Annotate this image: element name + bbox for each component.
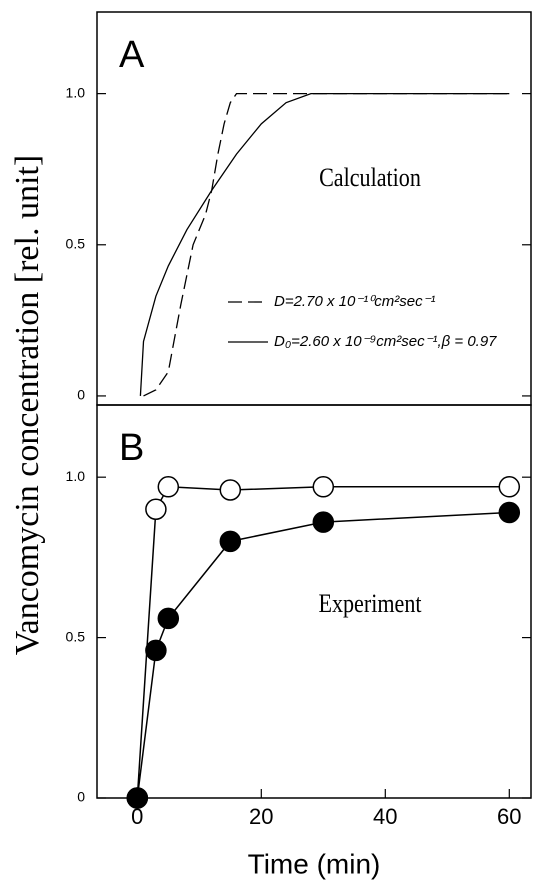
- data-point: [157, 607, 180, 630]
- legend-label: D₀=2.60 x 10⁻⁹cm²sec⁻¹,β = 0.97: [274, 333, 497, 350]
- y-tick-label: 0: [77, 387, 85, 403]
- data-point: [219, 479, 242, 501]
- data-point: [157, 476, 180, 498]
- series-line: [136, 511, 510, 799]
- x-axis-label: Time (min): [248, 848, 381, 879]
- x-tick-label: 0: [131, 804, 143, 829]
- panel-label: B: [119, 427, 144, 469]
- data-point: [498, 476, 521, 498]
- plot-frame: [96, 404, 532, 799]
- series-line: [136, 486, 510, 799]
- data-point: [145, 639, 167, 662]
- x-tick-label: 20: [249, 804, 273, 829]
- data-point: [312, 511, 335, 533]
- data-point: [219, 530, 242, 553]
- data-point: [145, 498, 167, 521]
- panel-label: A: [119, 34, 145, 76]
- annotation: Experiment: [318, 590, 421, 618]
- curve: [143, 92, 510, 397]
- y-tick-label: 0.5: [66, 235, 86, 251]
- x-tick-label: 40: [373, 804, 397, 829]
- y-tick-label: 1.0: [66, 468, 86, 484]
- curve: [139, 92, 510, 396]
- y-tick-label: 0.5: [66, 628, 86, 644]
- legend-label: D=2.70 x 10⁻¹⁰cm²sec⁻¹: [274, 293, 435, 310]
- y-tick-label: 1.0: [66, 84, 86, 100]
- y-axis-label: Vancomycin concentration [rel. unit]: [9, 155, 46, 655]
- data-point: [498, 501, 521, 524]
- data-point: [126, 787, 149, 809]
- y-tick-label: 0: [77, 789, 85, 805]
- x-tick-label: 60: [497, 804, 521, 829]
- data-point: [312, 476, 335, 498]
- annotation: Calculation: [319, 164, 421, 192]
